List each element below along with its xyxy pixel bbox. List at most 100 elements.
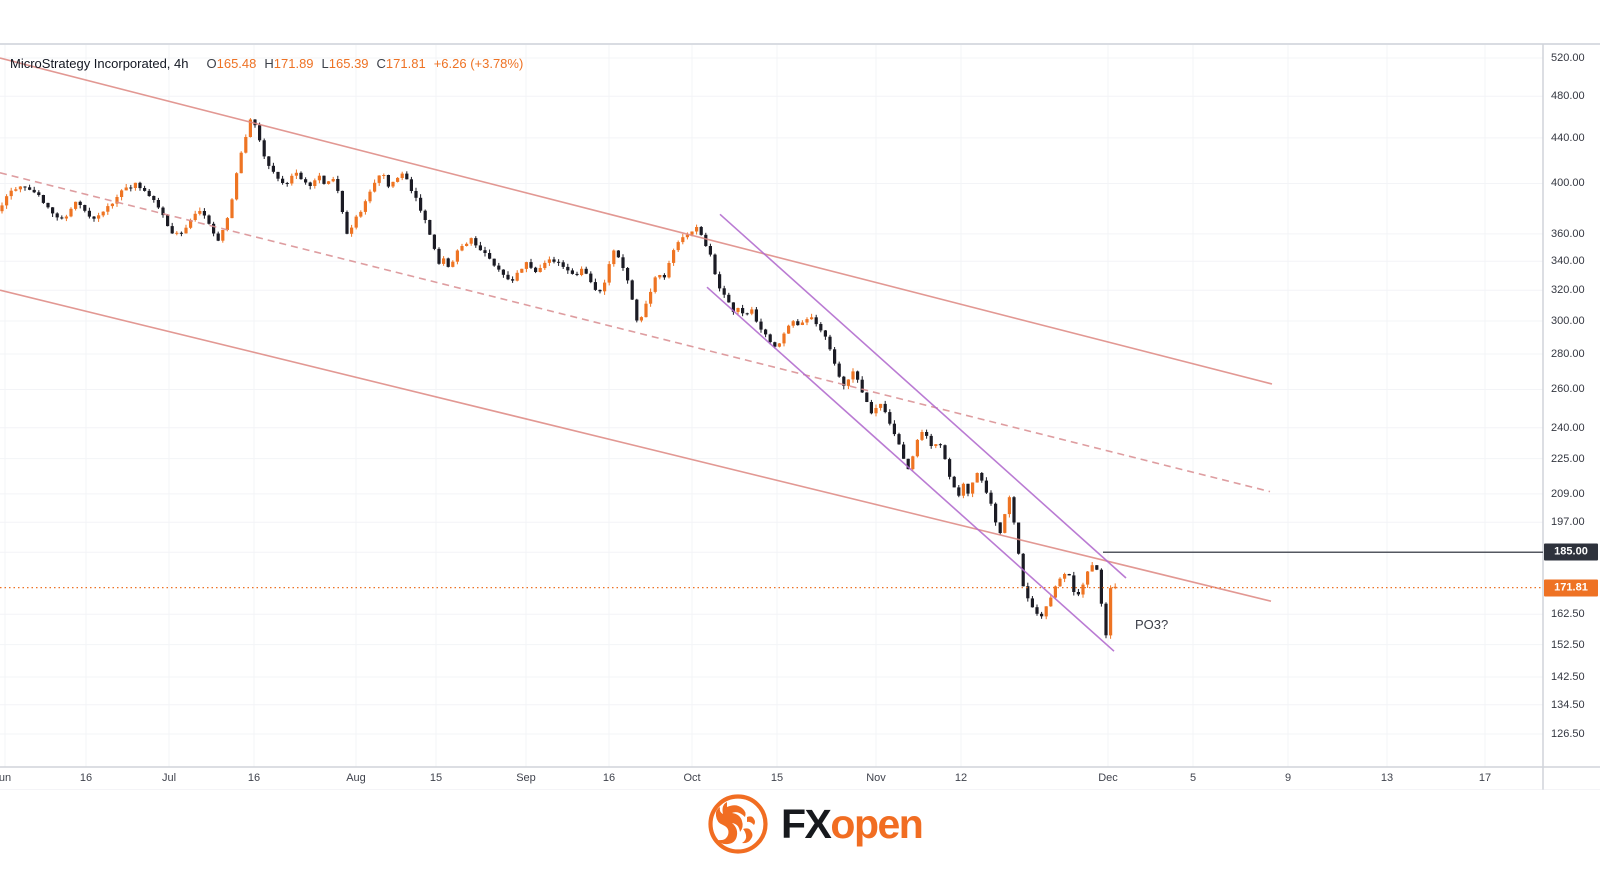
candle-body [313, 180, 317, 186]
candle-body [1053, 586, 1057, 598]
candle-body [1026, 586, 1030, 599]
price-tick-label: 340.00 [1551, 255, 1585, 267]
candle-body [975, 473, 979, 483]
candle-body [575, 273, 579, 275]
candle-body [120, 190, 124, 197]
candle-body [810, 317, 814, 320]
time-tick-label: 15 [429, 772, 443, 784]
candle-body [658, 275, 662, 278]
candle-body [51, 207, 55, 214]
candle-body [851, 371, 855, 380]
candle-body [961, 483, 965, 496]
steep-channel-bottom-trendline[interactable] [706, 286, 1115, 652]
candle-body [87, 210, 91, 217]
steep-channel-top-trendline[interactable] [719, 213, 1127, 579]
candle-body [883, 403, 887, 413]
candle-body [258, 125, 262, 141]
candle-body [952, 476, 956, 488]
candle-body [879, 403, 883, 408]
candle-body [598, 289, 602, 292]
candle-body [984, 480, 988, 493]
candle-body [764, 329, 768, 335]
price-tick-label: 520.00 [1551, 52, 1585, 64]
candle-body [902, 444, 906, 459]
channel-top-trendline[interactable] [0, 57, 1273, 385]
candle-body [998, 522, 1002, 533]
candle-body [534, 267, 538, 272]
candle-body [299, 172, 303, 180]
candle-body [271, 165, 275, 172]
candle-body [1003, 514, 1007, 533]
fxopen-emblem-icon [708, 794, 768, 854]
candle-body [409, 179, 413, 191]
candle-body [37, 192, 41, 195]
candle-body [695, 227, 699, 232]
candle-body [915, 439, 919, 457]
fxopen-logo[interactable]: FXopen [703, 792, 924, 856]
candle-body [994, 503, 998, 523]
candle-body [253, 119, 257, 126]
candle-body [929, 435, 933, 446]
candle-body [474, 238, 478, 246]
candle-body [156, 200, 160, 208]
time-tick-label: 5 [1189, 772, 1197, 784]
candle-body [359, 211, 363, 217]
candle-body [1095, 565, 1099, 570]
candle-body [842, 376, 846, 386]
candle-body [492, 258, 496, 266]
candle-body [469, 238, 473, 244]
candle-body [612, 250, 616, 265]
candle-body [221, 230, 225, 241]
candle-body [1076, 592, 1080, 595]
candle-body [446, 258, 450, 267]
candle-body [414, 191, 418, 198]
candle-body [957, 487, 961, 496]
candle-body [1081, 584, 1085, 595]
symbol-title[interactable]: MicroStrategy Incorporated, 4h [10, 56, 189, 71]
close-value: 171.81 [385, 56, 426, 71]
candle-body [943, 445, 947, 460]
candle-body [451, 261, 455, 267]
candle-body [1044, 606, 1048, 617]
price-tick-label: 126.50 [1551, 728, 1585, 740]
channel-bottom-trendline[interactable] [0, 289, 1272, 602]
candle-body [143, 188, 147, 191]
high-label: H [264, 56, 274, 71]
candle-body [506, 274, 510, 280]
candle-body [800, 322, 804, 325]
candle-body [285, 183, 289, 184]
candle-body [805, 319, 809, 323]
candle-body [584, 268, 588, 274]
price-axis[interactable]: 520.00 480.00 440.00 400.00 360.00 340.00 320.… [1543, 44, 1600, 767]
po3-annotation[interactable]: PO3? [1135, 617, 1169, 632]
candle-body [396, 177, 400, 182]
candle-body [1012, 497, 1016, 523]
chart-canvas[interactable] [0, 0, 1600, 790]
candle-body [934, 444, 938, 446]
candle-body [938, 444, 942, 446]
candle-body [557, 261, 561, 263]
candle-body [78, 201, 82, 205]
candle-body [626, 268, 630, 281]
candle-body [837, 363, 841, 377]
candle-body [570, 270, 574, 274]
candle-body [106, 206, 110, 212]
candle-body [336, 179, 340, 191]
candle-body [179, 232, 183, 234]
symbol-legend: MicroStrategy Incorporated, 4h O165.48 H17… [10, 56, 523, 71]
candle-body [1113, 586, 1117, 589]
candle-body [524, 262, 528, 269]
candle-body [207, 215, 211, 224]
time-axis[interactable]: un 16 Jul 16 Aug 15 Sep 16 Oct 15 Nov 12 Dec 5 9 13 17 [0, 767, 1600, 790]
candle-body [1049, 597, 1053, 607]
channel-mid-trendline[interactable] [0, 172, 1271, 493]
candle-body [823, 330, 827, 337]
candle-body [368, 191, 372, 202]
candle-body [630, 280, 634, 300]
candle-body [1086, 571, 1090, 585]
candle-body [543, 262, 547, 269]
candle-body [60, 217, 64, 219]
candle-body [713, 254, 717, 275]
candle-body [400, 173, 404, 178]
candle-body [152, 196, 156, 200]
